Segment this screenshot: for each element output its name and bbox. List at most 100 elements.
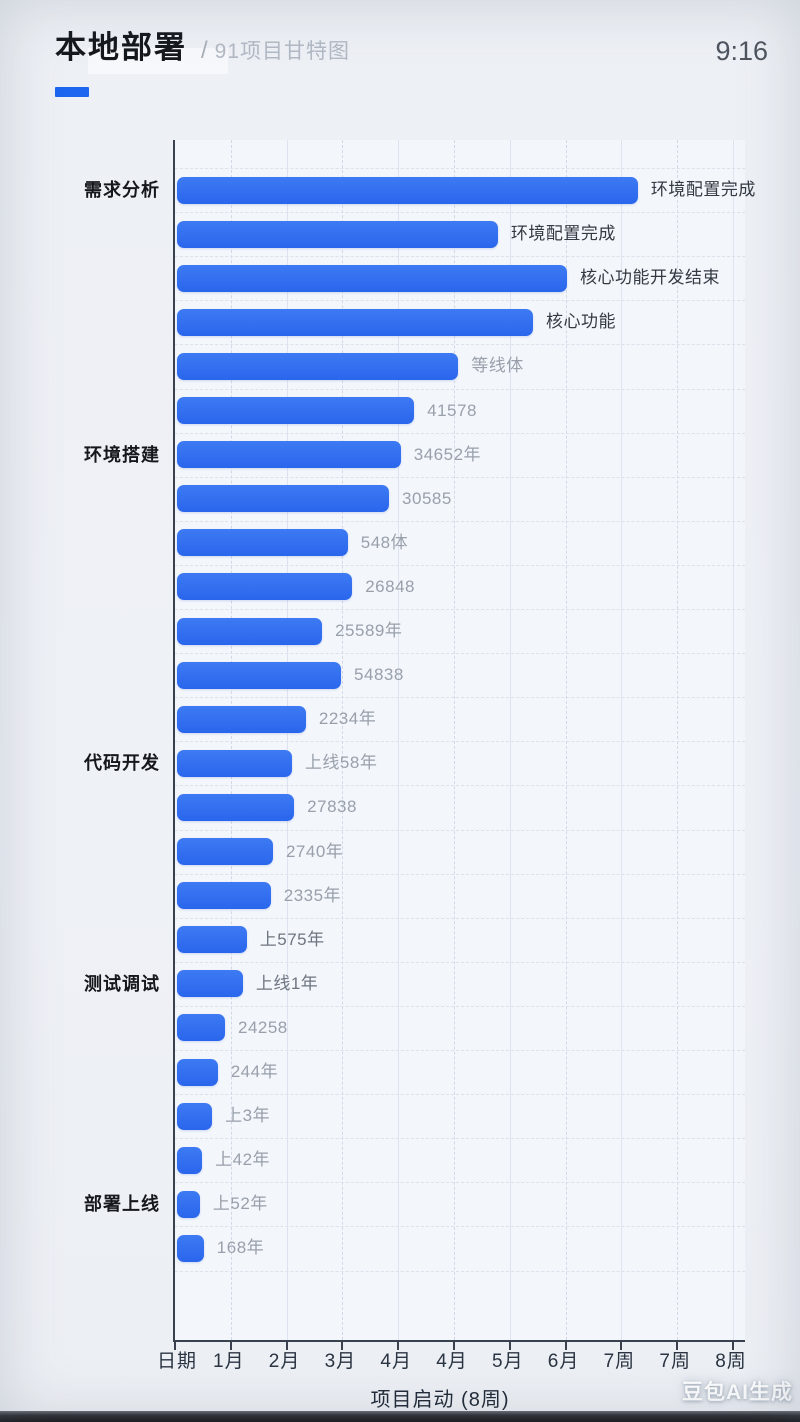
- gridline-horizontal: [175, 432, 745, 434]
- gantt-bar: [177, 441, 401, 469]
- gantt-bar: [177, 352, 459, 380]
- x-tick-label: 6月: [547, 1351, 580, 1372]
- bar-label: 上线58年: [304, 753, 378, 773]
- bar-label: 244年: [230, 1062, 279, 1082]
- gridline-horizontal: [175, 476, 745, 478]
- header: 本地部署 / 91项目甘特图 9:16: [55, 28, 768, 68]
- gridline-horizontal: [175, 388, 745, 390]
- gridline-vertical: [621, 140, 623, 1340]
- category-label: 测试调试: [84, 973, 160, 994]
- gridline-horizontal: [175, 1138, 745, 1140]
- x-tick-label: 日期: [156, 1351, 197, 1372]
- bar-label: 25589年: [335, 621, 403, 641]
- bar-label: 548体: [360, 532, 409, 552]
- bar-label: 2234年: [318, 709, 377, 729]
- bar-label: 环境配置完成: [510, 224, 616, 244]
- bar-label: 41578: [427, 400, 477, 420]
- gridline-horizontal: [175, 300, 745, 302]
- gantt-bar: [177, 1014, 225, 1042]
- x-tick-label: 7周: [603, 1351, 636, 1372]
- gridline-horizontal: [175, 609, 745, 610]
- x-axis-tick: [564, 1342, 567, 1350]
- x-axis-tick: [453, 1342, 455, 1350]
- bar-label: 上52年: [212, 1194, 268, 1214]
- bar-label: 核心功能: [546, 312, 616, 332]
- gantt-bar: [177, 308, 533, 336]
- bar-label: 2335年: [283, 885, 342, 905]
- x-axis-tick: [676, 1342, 679, 1350]
- category-label: 部署上线: [84, 1194, 160, 1215]
- gantt-bar: [177, 1234, 204, 1262]
- gantt-bar: [177, 705, 306, 733]
- gantt-bar: [177, 176, 638, 204]
- x-axis-tick: [341, 1342, 344, 1350]
- x-tick-label: 4月: [380, 1351, 412, 1372]
- title-accent-underline: [55, 87, 89, 97]
- gridline-horizontal: [175, 873, 745, 875]
- gantt-bar: [177, 1146, 203, 1174]
- bar-label: 上575年: [259, 929, 325, 949]
- gridline-horizontal: [175, 1050, 745, 1051]
- gridline-horizontal: [175, 564, 745, 566]
- gridline-horizontal: [175, 168, 745, 169]
- bar-label: 核心功能开发结束: [580, 268, 721, 288]
- gridline-vertical: [733, 140, 734, 1340]
- gridline-vertical: [677, 140, 679, 1340]
- gantt-bar: [177, 1190, 200, 1218]
- title-highlight: [88, 48, 228, 74]
- category-label: 需求分析: [84, 180, 160, 201]
- gridline-horizontal: [175, 653, 745, 655]
- page-title: 本地部署: [55, 30, 187, 65]
- gantt-bar: [177, 1102, 213, 1130]
- gantt-bar: [177, 220, 498, 248]
- gantt-bar: [177, 970, 243, 998]
- plot-area: 环境配置完成 环境配置完成 核心功能开发结束 核心功能 等线体 41578 34652年 30…: [173, 140, 755, 1350]
- gridline-horizontal: [175, 917, 745, 919]
- bar-label: 27838: [307, 797, 357, 817]
- category-label: 环境搭建: [84, 444, 160, 465]
- gridline-vertical: [565, 140, 567, 1340]
- gantt-bar: [177, 397, 415, 425]
- gridline-vertical: [454, 140, 455, 1340]
- x-axis-tick: [732, 1342, 734, 1350]
- gantt-bar: [177, 1058, 218, 1086]
- x-tick-label: 8周: [715, 1351, 747, 1372]
- bar-label: 上42年: [215, 1150, 271, 1170]
- bar-label: 环境配置完成: [650, 180, 756, 200]
- x-tick-label: 4月: [436, 1351, 468, 1372]
- gridline-horizontal: [175, 520, 745, 522]
- gridline-vertical: [342, 140, 344, 1340]
- gridline-vertical: [230, 140, 232, 1340]
- gridline-vertical: [286, 140, 288, 1340]
- x-tick-label: 5月: [492, 1351, 524, 1372]
- bar-label: 34652年: [413, 444, 482, 464]
- bottom-strip: [0, 1411, 800, 1422]
- gridline-horizontal: [175, 785, 745, 787]
- bar-label: 54838: [354, 665, 404, 685]
- gridline-horizontal: [175, 961, 745, 963]
- gridline-horizontal: [175, 741, 745, 743]
- gridline-horizontal: [175, 344, 745, 346]
- x-axis-tick: [174, 1342, 176, 1350]
- x-tick-label: 2月: [268, 1351, 301, 1372]
- bar-label: 2740年: [285, 841, 344, 861]
- gridline-horizontal: [175, 697, 745, 699]
- x-axis-title: 项目启动 (8周): [370, 1389, 510, 1411]
- gantt-bar: [177, 661, 342, 689]
- bar-label: 26848: [365, 576, 415, 596]
- category-label: 代码开发: [84, 753, 160, 774]
- gridline-horizontal: [175, 1270, 745, 1272]
- gridline-horizontal: [175, 1226, 745, 1228]
- gantt-bar: [177, 573, 353, 601]
- x-tick-label: 7周: [659, 1351, 691, 1372]
- gridline-vertical: [509, 140, 511, 1340]
- bar-label: 168年: [216, 1238, 265, 1258]
- gridline-vertical: [398, 140, 400, 1340]
- x-axis-tick: [285, 1342, 288, 1350]
- gridline-horizontal: [175, 1094, 745, 1096]
- x-axis-tick: [620, 1342, 623, 1350]
- bar-label: 24258: [237, 1017, 288, 1037]
- x-axis-tick: [397, 1342, 400, 1350]
